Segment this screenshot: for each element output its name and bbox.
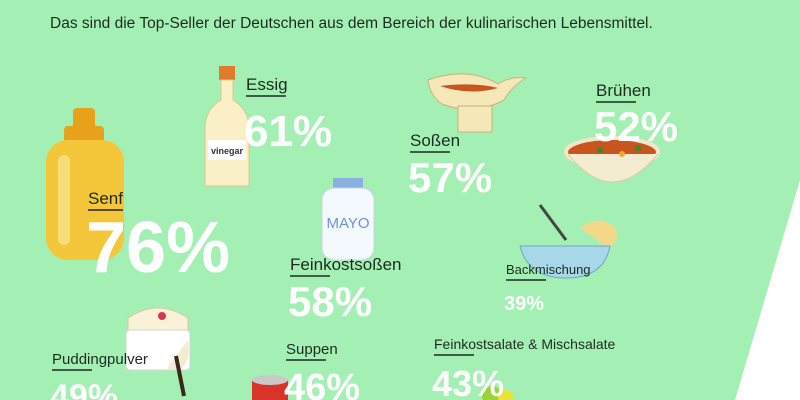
item-value: 52% bbox=[594, 103, 678, 150]
item-value: 61% bbox=[244, 107, 332, 156]
corner-shape bbox=[735, 180, 800, 400]
pudding-cup bbox=[125, 307, 191, 397]
salad bbox=[482, 386, 514, 400]
item-value: 43% bbox=[432, 363, 504, 400]
item-label: Brühen bbox=[596, 81, 651, 100]
soup-can bbox=[252, 375, 288, 400]
item-value: 76% bbox=[86, 208, 230, 288]
item-label: Backmischung bbox=[506, 262, 591, 277]
gravy-boat bbox=[427, 73, 528, 133]
item-value: 39% bbox=[504, 293, 544, 315]
bottle-label: vinegar bbox=[211, 146, 244, 156]
item-label: Essig bbox=[246, 75, 288, 94]
baking-bowl bbox=[519, 204, 617, 279]
item-label: Feinkostsalate & Mischsalate bbox=[434, 336, 616, 352]
jar-label: MAYO bbox=[326, 215, 369, 232]
vinegar-bottle: vinegar bbox=[204, 66, 250, 187]
item-value: 58% bbox=[288, 278, 372, 325]
item-label: Senf bbox=[88, 189, 123, 208]
subtitle: Das sind die Top-Seller der Deutschen au… bbox=[50, 15, 653, 32]
mayo-jar: MAYO bbox=[321, 178, 375, 261]
item-label: Puddingpulver bbox=[52, 351, 148, 368]
item-label: Feinkostsoßen bbox=[290, 255, 402, 274]
item-value: 46% bbox=[284, 367, 360, 400]
item-label: Suppen bbox=[286, 341, 338, 358]
item-value: 57% bbox=[408, 154, 492, 201]
item-label: Soßen bbox=[410, 131, 460, 150]
item-value: 49% bbox=[50, 378, 118, 400]
mustard-bottle bbox=[46, 108, 124, 260]
broth-bowl bbox=[564, 136, 660, 183]
